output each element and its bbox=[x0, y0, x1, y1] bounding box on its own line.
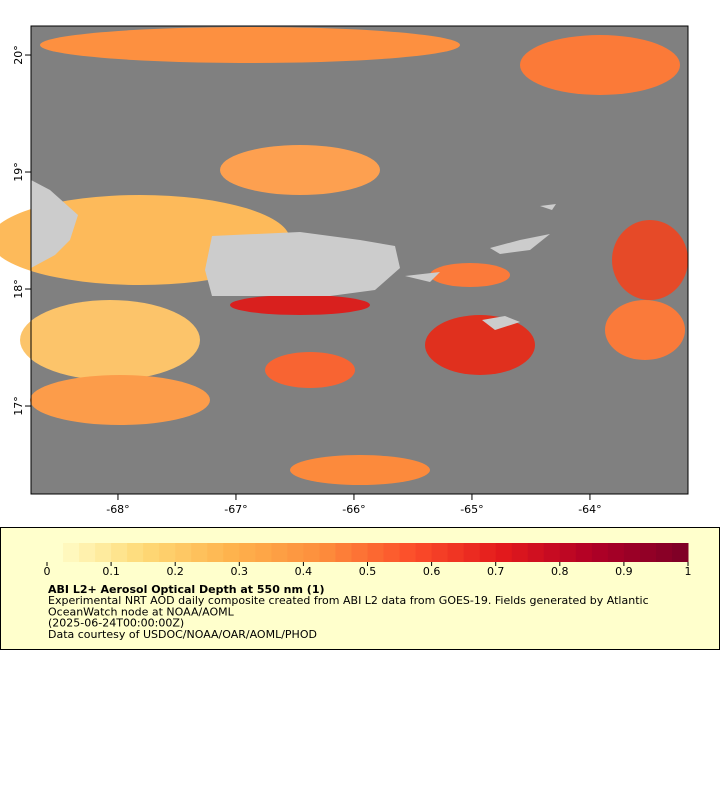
aerosol-patch bbox=[430, 263, 510, 287]
colorbar-tick-label: 0 bbox=[44, 565, 51, 578]
colorbar-tick-label: 0.9 bbox=[615, 565, 633, 578]
x-tick-label: -64° bbox=[578, 503, 601, 516]
st-croix bbox=[482, 316, 520, 330]
colorbar-segment bbox=[175, 543, 192, 562]
colorbar-tick-label: 0.3 bbox=[231, 565, 249, 578]
colorbar-segment bbox=[159, 543, 176, 562]
colorbar-segment bbox=[671, 543, 689, 562]
colorbar-tick-label: 1 bbox=[685, 565, 692, 578]
aerosol-patch bbox=[220, 145, 380, 195]
colorbar-segment bbox=[351, 543, 368, 562]
colorbar-segment bbox=[319, 543, 336, 562]
colorbar-segment bbox=[495, 543, 513, 562]
x-tick-label: -66° bbox=[342, 503, 365, 516]
colorbar-segment bbox=[623, 543, 641, 562]
colorbar-segment bbox=[607, 543, 625, 562]
colorbar-segment bbox=[463, 543, 481, 562]
colorbar-segment bbox=[383, 543, 401, 562]
colorbar-segment bbox=[415, 543, 433, 562]
colorbar-segment bbox=[591, 543, 609, 562]
colorbar-segment bbox=[303, 543, 320, 562]
aerosol-patch bbox=[30, 375, 210, 425]
colorbar-segment bbox=[127, 543, 144, 562]
colorbar-segment bbox=[335, 543, 352, 562]
colorbar-segment bbox=[223, 543, 240, 562]
colorbar-tick-label: 0.7 bbox=[487, 565, 505, 578]
colorbar-segment bbox=[95, 543, 112, 562]
legend-line: Data courtesy of USDOC/NOAA/OAR/AOML/PHO… bbox=[48, 628, 317, 641]
aerosol-patch bbox=[230, 295, 370, 315]
aerosol-patch bbox=[20, 300, 200, 380]
colorbar-segment bbox=[431, 543, 449, 562]
colorbar-segment bbox=[79, 543, 96, 562]
colorbar-tick-label: 0.2 bbox=[166, 565, 184, 578]
colorbar-segment bbox=[47, 543, 64, 562]
aerosol-patch bbox=[290, 455, 430, 485]
colorbar-segment bbox=[543, 543, 561, 562]
vieques bbox=[405, 272, 440, 282]
colorbar-segment bbox=[239, 543, 256, 562]
colorbar-segment bbox=[111, 543, 128, 562]
land bbox=[31, 180, 556, 330]
colorbar-segment bbox=[479, 543, 497, 562]
colorbar-tick-label: 0.6 bbox=[423, 565, 441, 578]
colorbar-segment bbox=[527, 543, 545, 562]
colorbar-segment bbox=[63, 543, 80, 562]
colorbar-segment bbox=[367, 543, 385, 562]
aerosol-patch bbox=[612, 220, 688, 300]
x-tick-label: -68° bbox=[106, 503, 129, 516]
colorbar-segment bbox=[399, 543, 417, 562]
legend-line: OceanWatch node at NOAA/AOML bbox=[48, 605, 235, 618]
anegada bbox=[540, 204, 556, 210]
virgin-islands bbox=[490, 234, 550, 254]
map-frame bbox=[30, 25, 689, 495]
aerosol-patch bbox=[425, 315, 535, 375]
colorbar-tick-label: 0.1 bbox=[102, 565, 120, 578]
colorbar-tick-label: 0.4 bbox=[295, 565, 313, 578]
legend-line: (2025-06-24T00:00:00Z) bbox=[48, 617, 184, 630]
colorbar-tick-label: 0.8 bbox=[551, 565, 569, 578]
colorbar-segment bbox=[255, 543, 272, 562]
colorbar-segment bbox=[511, 543, 529, 562]
legend-title: ABI L2+ Aerosol Optical Depth at 550 nm … bbox=[48, 583, 325, 596]
colorbar-segment bbox=[191, 543, 208, 562]
x-tick-label: -65° bbox=[460, 503, 483, 516]
colorbar-segment bbox=[207, 543, 224, 562]
x-tick-label: -67° bbox=[224, 503, 247, 516]
y-tick-label: 20° bbox=[12, 45, 25, 65]
y-tick-label: 18° bbox=[12, 279, 25, 299]
colorbar-segment bbox=[575, 543, 593, 562]
aerosol-patch bbox=[40, 27, 460, 63]
aerosol-patch bbox=[265, 352, 355, 388]
aerosol-patch bbox=[605, 300, 685, 360]
colorbar-segment bbox=[271, 543, 288, 562]
legend-line: Experimental NRT AOD daily composite cre… bbox=[48, 594, 649, 607]
colorbar-tick-label: 0.5 bbox=[359, 565, 377, 578]
y-tick-label: 17° bbox=[12, 396, 25, 416]
puerto-rico bbox=[205, 232, 400, 296]
colorbar-segment bbox=[639, 543, 657, 562]
colorbar-segment bbox=[287, 543, 304, 562]
colorbar-segment bbox=[559, 543, 577, 562]
colorbar-segment bbox=[143, 543, 160, 562]
hispaniola bbox=[31, 180, 78, 268]
colorbar-segment bbox=[655, 543, 673, 562]
colorbar-segment bbox=[447, 543, 465, 562]
y-tick-label: 19° bbox=[12, 162, 25, 182]
aerosol-patch bbox=[520, 35, 680, 95]
aod-field bbox=[0, 27, 688, 485]
